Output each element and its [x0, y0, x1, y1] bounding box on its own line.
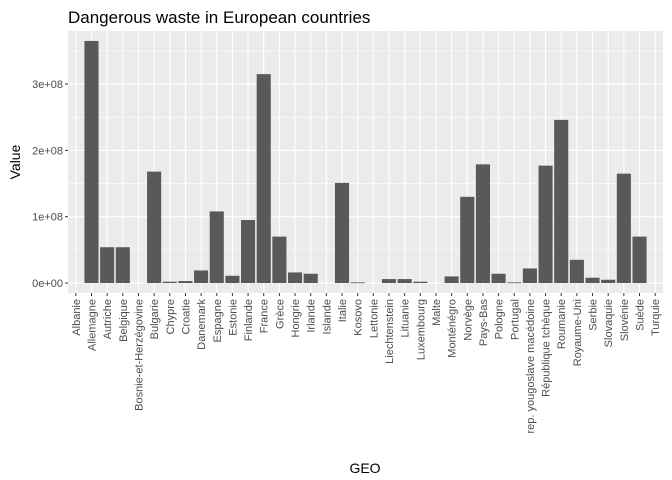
bar-Autriche: [100, 247, 115, 284]
x-tick-label: Suède: [635, 299, 647, 331]
x-tick-label: Portugal: [509, 299, 521, 340]
x-tick-label: Liechtenstein: [384, 299, 396, 364]
x-tick-label: République tchèque: [541, 299, 553, 397]
bar-Serbie: [585, 277, 600, 284]
x-tick-label: Espagne: [212, 299, 224, 342]
chart-title: Dangerous waste in European countries: [68, 8, 370, 27]
bar-France: [256, 74, 271, 284]
bar-Belgique: [115, 247, 130, 284]
bar-Slovénie: [616, 173, 631, 284]
bar-Croatie: [178, 281, 193, 284]
x-tick-label: Roumanie: [556, 299, 568, 349]
bar-Espagne: [209, 211, 224, 284]
bar-Finlande: [241, 220, 256, 284]
x-tick-label: Autriche: [102, 299, 114, 339]
bars: [84, 40, 647, 284]
y-tick-label: 3e+08: [32, 79, 63, 91]
bar-Bulgarie: [147, 171, 162, 284]
x-tick-label: Grèce: [274, 299, 286, 329]
bar-rep. yougoslave macédoine: [522, 268, 537, 284]
bar-Slovaquie: [601, 279, 616, 284]
x-tick-label: Luxembourg: [415, 299, 427, 360]
y-tick-label: 2e+08: [32, 145, 63, 157]
x-tick-label: Albanie: [71, 299, 83, 336]
x-tick-label: Lituanie: [400, 299, 412, 338]
y-axis: 0e+00 1e+08 2e+08 3e+08: [32, 79, 68, 290]
x-tick-label: Finlande: [243, 299, 255, 341]
x-tick-label: Croatie: [180, 299, 192, 334]
x-tick-label: Kosovo: [353, 299, 365, 336]
bar-Suède: [632, 236, 647, 284]
x-tick-label: Norvège: [462, 299, 474, 341]
x-tick-label: Danemark: [196, 299, 208, 350]
x-tick-label: rep. yougoslave macédoine: [525, 299, 537, 434]
bar-Pologne: [491, 273, 506, 284]
bar-Italie: [334, 182, 350, 284]
x-tick-label: Pays-Bas: [478, 299, 490, 347]
y-tick-label: 0e+00: [32, 278, 63, 290]
bar-Hongrie: [287, 272, 303, 284]
bar-Roumanie: [554, 119, 569, 284]
bar-Liechtenstein: [381, 279, 397, 284]
bar-Luxembourg: [413, 281, 428, 284]
bar-Pays-Bas: [475, 164, 490, 284]
y-axis-title: Value: [7, 144, 23, 179]
bar-Grèce: [272, 236, 287, 284]
x-tick-label: France: [259, 299, 271, 333]
x-tick-label: Serbie: [588, 299, 600, 331]
bar-Irlande: [303, 273, 318, 284]
bar-Royaume-Uni: [569, 259, 584, 284]
x-tick-label: Estonie: [227, 299, 239, 336]
bar-Estonie: [225, 275, 240, 284]
x-tick-label: Royaume-Uni: [572, 299, 584, 366]
bar-Lituanie: [397, 279, 412, 284]
x-tick-label: Pologne: [494, 299, 506, 339]
bar-Danemark: [194, 270, 209, 284]
x-tick-label: Islande: [321, 299, 333, 334]
x-axis: Albanie Allemagne Autriche Belgique Bosnie-e…: [71, 293, 662, 434]
bar-Portugal: [507, 282, 522, 284]
x-tick-label: Turquie: [650, 299, 662, 336]
x-tick-label: Bulgarie: [149, 299, 161, 339]
bar-Chypre: [162, 281, 177, 284]
x-tick-label: Malte: [431, 299, 443, 326]
bar-République tchèque: [538, 165, 553, 284]
x-tick-label: Hongrie: [290, 299, 302, 338]
x-tick-label: Irlande: [306, 299, 318, 333]
x-tick-label: Chypre: [165, 299, 177, 334]
x-tick-label: Slovénie: [619, 299, 631, 341]
bar-Allemagne: [84, 40, 99, 284]
x-axis-title: GEO: [349, 460, 380, 476]
x-tick-label: Slovaquie: [603, 299, 615, 347]
x-tick-label: Bosnie-et-Herzégovine: [133, 299, 145, 411]
x-tick-label: Italie: [337, 299, 349, 322]
x-tick-label: Allemagne: [86, 299, 98, 351]
x-tick-label: Monténégro: [447, 299, 459, 358]
y-tick-label: 1e+08: [32, 212, 63, 224]
x-tick-label: Belgique: [118, 299, 130, 342]
bar-Kosovo: [350, 282, 365, 284]
x-tick-label: Lettonie: [368, 299, 380, 338]
bar-Monténégro: [444, 276, 459, 284]
bar-Norvège: [460, 196, 475, 284]
